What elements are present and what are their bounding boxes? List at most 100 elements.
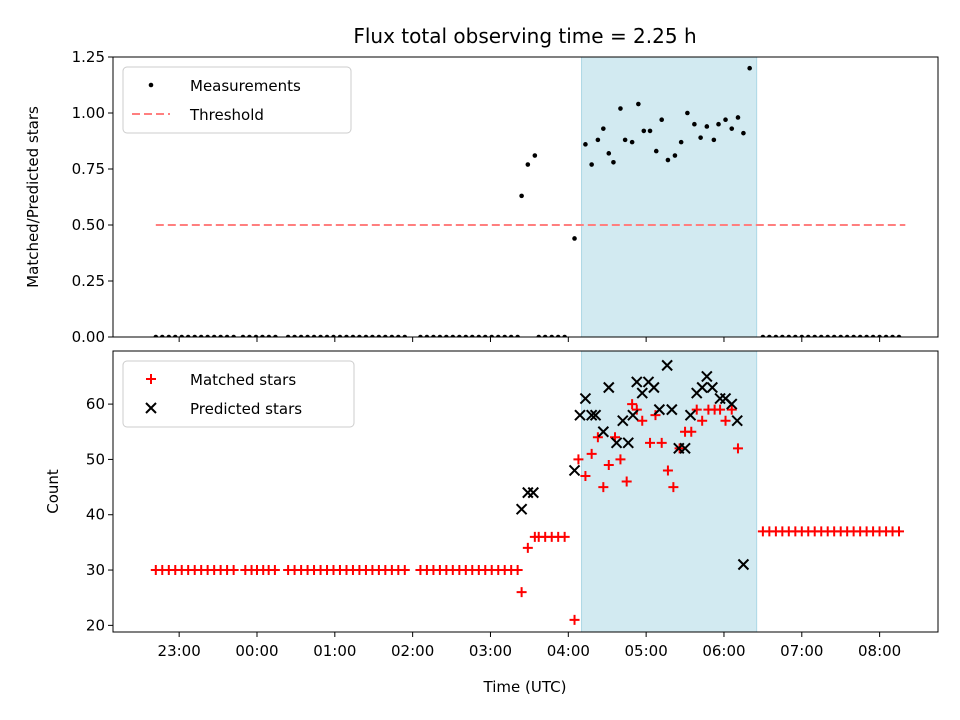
measurement-point	[224, 334, 230, 337]
matched-star-point	[228, 565, 239, 576]
measurement-point	[463, 334, 469, 337]
observing-window-span	[581, 351, 758, 632]
measurement-point	[519, 193, 524, 199]
panel-plot-area	[150, 351, 905, 632]
matched-star-point	[732, 443, 743, 454]
measurement-point	[812, 334, 818, 337]
y-tick-label: 0.50	[72, 216, 105, 234]
measurement-point	[747, 65, 752, 71]
predicted-star-point	[617, 414, 629, 427]
measurement-point	[179, 334, 185, 337]
matched-star-point	[894, 526, 905, 537]
predicted-star-point	[696, 381, 708, 394]
measurement-point	[389, 334, 395, 337]
measurement-point	[611, 159, 616, 165]
measurement-point	[457, 334, 462, 337]
measurement-point	[572, 236, 577, 241]
measurement-point	[536, 334, 542, 337]
measurement-point	[844, 334, 850, 337]
matched-star-point	[686, 426, 697, 437]
measurement-point	[489, 334, 495, 337]
legend-label: Measurements	[190, 77, 301, 95]
measurement-point	[589, 162, 594, 167]
y-tick-label: 0.25	[72, 272, 105, 290]
measurement-point	[685, 110, 690, 116]
measurement-point	[350, 334, 356, 337]
panel-2: 20 30 40 50 60 Count 23:00 00:00 01:00 02:00 03:00…	[44, 350, 939, 660]
measurement-point	[495, 334, 501, 337]
x-axis-label: Time (UTC)	[483, 678, 567, 696]
measurement-point	[595, 137, 601, 143]
matched-star-point	[637, 415, 648, 426]
measurement-point	[424, 334, 430, 337]
measurement-point	[266, 334, 272, 337]
measurement-point	[159, 334, 165, 337]
matched-star-point	[621, 476, 632, 487]
measurement-point	[877, 334, 882, 337]
x-tick-label: 06:00	[702, 642, 745, 660]
predicted-star-point	[653, 403, 666, 416]
x-tick-label: 08:00	[858, 642, 901, 660]
measurement-point	[240, 334, 246, 337]
y-axis-label: Matched/Predicted stars	[24, 106, 42, 288]
measurement-point	[711, 137, 717, 143]
measurement-point	[418, 334, 423, 337]
measurement-point	[532, 153, 538, 158]
measurement-point	[305, 334, 310, 337]
legend-matched-marker	[146, 374, 156, 384]
measurement-point	[665, 157, 671, 163]
measurement-point	[723, 117, 728, 123]
predicted-star-point	[515, 503, 528, 515]
legend-measurement-marker	[148, 82, 154, 88]
measurement-point	[231, 334, 236, 337]
y-tick-label: 60	[86, 395, 105, 413]
measurement-point	[298, 334, 304, 337]
measurement-point	[525, 162, 531, 167]
measurement-point	[431, 334, 436, 337]
measurement-point	[647, 128, 653, 134]
measurement-point	[185, 334, 191, 337]
legend: Measurements Threshold	[122, 66, 352, 134]
measurement-point	[818, 334, 824, 337]
x-tick-label: 02:00	[391, 642, 434, 660]
predicted-star-point	[636, 387, 648, 399]
legend-label: Predicted stars	[190, 400, 302, 418]
predicted-star-point	[527, 486, 539, 499]
measurement-point	[205, 334, 210, 337]
measurement-point	[890, 334, 895, 337]
predicted-star-point	[737, 558, 750, 571]
predicted-star-point	[684, 409, 697, 421]
matched-star-point	[691, 404, 702, 415]
measurement-point	[601, 126, 606, 131]
matched-star-point	[650, 410, 661, 421]
measurement-point	[198, 334, 204, 337]
matched-star-point	[559, 531, 570, 542]
measurement-point	[805, 334, 811, 337]
predicted-star-point	[666, 403, 678, 416]
predicted-star-point	[522, 486, 534, 499]
matched-star-point	[399, 565, 410, 576]
chart-title: Flux total observing time = 2.25 h	[353, 24, 696, 48]
panel-plot-area	[153, 57, 906, 337]
y-axis-label: Count	[44, 469, 62, 514]
predicted-star-point	[627, 409, 639, 421]
measurement-point	[606, 151, 612, 156]
matched-star-point	[615, 454, 626, 465]
matched-star-point	[726, 404, 737, 415]
measurement-point	[622, 137, 628, 143]
y-tick-label: 40	[86, 506, 105, 524]
predicted-star-point	[726, 398, 738, 410]
measurement-point	[831, 334, 837, 337]
measurement-point	[331, 334, 336, 337]
x-tick-label: 01:00	[313, 642, 356, 660]
measurement-point	[767, 334, 772, 337]
y-tick-label: 1.00	[72, 104, 105, 122]
measurement-point	[337, 334, 343, 337]
measurement-point	[864, 334, 869, 337]
measurement-point	[260, 334, 265, 337]
measurement-point	[857, 334, 863, 337]
measurement-point	[641, 128, 647, 134]
legend-box	[122, 360, 355, 428]
matched-star-point	[720, 415, 731, 426]
matched-star-point	[603, 459, 614, 470]
